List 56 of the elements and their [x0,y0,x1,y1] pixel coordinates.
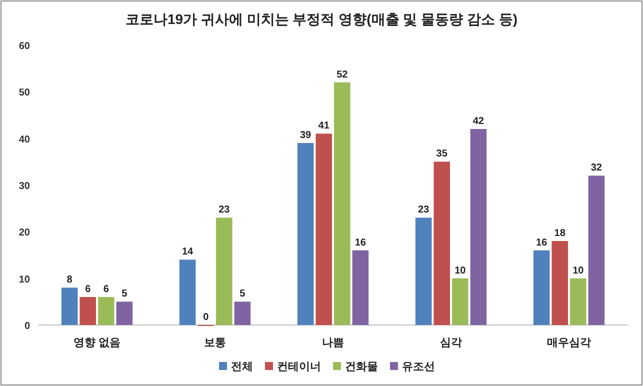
bar [434,162,450,325]
y-tick-label: 20 [18,228,30,239]
y-tick-label: 60 [18,41,30,52]
x-tick-label: 심각 [440,337,462,349]
data-label: 23 [218,204,230,216]
x-tick-label: 나쁨 [322,337,344,349]
y-tick-label: 0 [24,321,30,332]
bar [234,302,251,325]
data-label: 41 [318,120,330,132]
bar [316,134,332,325]
bar [570,278,586,325]
data-label: 39 [300,130,312,141]
data-label: 16 [536,237,548,248]
legend-label: 유조선 [402,361,435,373]
y-tick-label: 40 [18,134,30,146]
bar [297,143,314,325]
bar [452,278,468,325]
chart-title: 코로나19가 귀사에 미치는 부정적 영향(매출 및 물동량 감소 등) [125,11,518,27]
bar [334,82,350,325]
data-label: 5 [122,288,128,300]
bar [116,302,133,325]
data-label: 32 [590,162,602,174]
bar [533,250,550,325]
bar [470,129,487,325]
data-label: 8 [66,274,73,286]
bar [415,218,432,325]
bar [61,288,78,325]
bar [80,297,96,325]
y-tick-label: 10 [18,274,30,286]
data-label: 5 [240,288,246,300]
bar [352,250,369,325]
data-label: 16 [354,237,366,248]
bar [216,218,232,325]
data-label: 35 [436,148,448,160]
bar [98,297,114,325]
data-label: 18 [554,228,566,239]
legend-label: 전체 [231,361,253,373]
data-label: 23 [418,204,430,216]
data-label: 10 [454,265,466,276]
legend-label: 컨테이너 [277,361,321,373]
x-tick-label: 매우심각 [547,337,591,349]
x-tick-label: 영향 없음 [73,337,121,349]
bar [588,176,605,325]
x-tick-label: 보통 [204,337,226,349]
data-label: 6 [103,284,110,295]
data-label: 52 [336,69,348,80]
data-label: 6 [85,284,92,295]
bar [179,260,196,325]
bar [552,241,568,325]
data-label: 14 [182,246,194,258]
data-label: 10 [572,265,584,276]
legend-label: 건화물 [345,361,378,373]
data-label: 0 [203,312,210,323]
data-label: 42 [472,116,484,127]
y-tick-label: 50 [18,88,30,99]
y-tick-label: 30 [18,181,30,192]
